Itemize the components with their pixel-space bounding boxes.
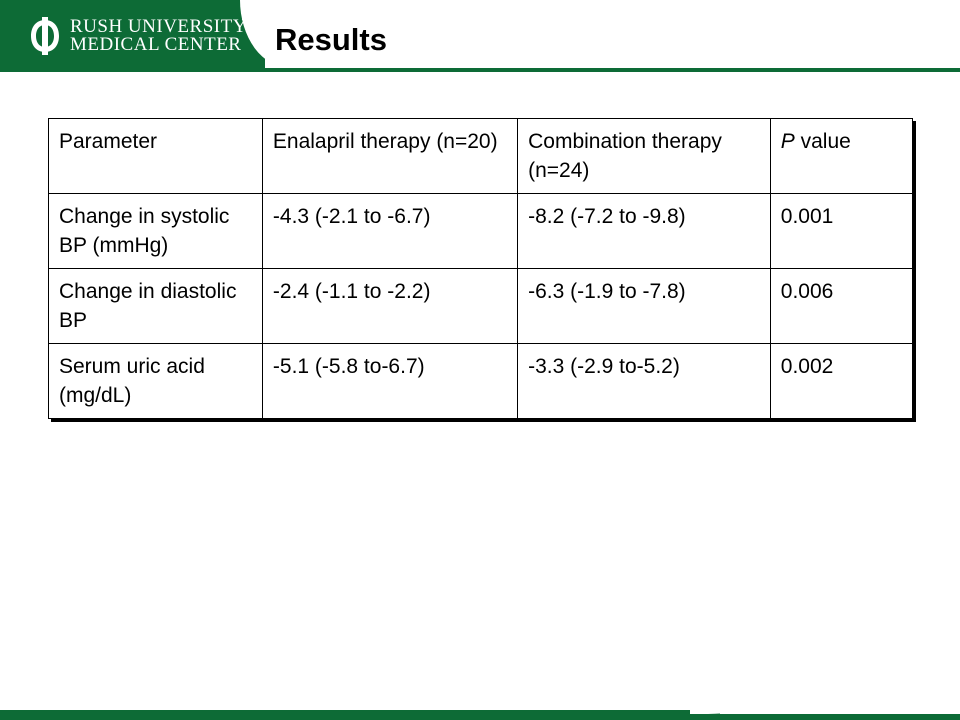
logo-line1: Rush University (70, 16, 247, 37)
logo: Rush University Medical Center (28, 14, 247, 58)
table-row: Serum uric acid (mg/dL) -5.1 (-5.8 to-6.… (48, 343, 914, 419)
footer-notch (690, 710, 740, 714)
header-p-rest: value (794, 130, 851, 153)
header-p-italic: P (780, 130, 795, 153)
cell-p-value: 0.006 (769, 268, 914, 344)
cell-parameter: Serum uric acid (mg/dL) (48, 343, 263, 419)
cell-combination: -3.3 (-2.9 to-5.2) (517, 343, 771, 419)
cell-p-value: 0.002 (769, 343, 914, 419)
cell-parameter: Change in systolic BP (mmHg) (48, 193, 263, 269)
rush-logo-icon (31, 17, 59, 55)
cell-combination: -8.2 (-7.2 to -9.8) (517, 193, 771, 269)
header-enalapril: Enalapril therapy (n=20) (261, 118, 519, 194)
table-row: Change in diastolic BP -2.4 (-1.1 to -2.… (48, 268, 914, 344)
table-row: Change in systolic BP (mmHg) -4.3 (-2.1 … (48, 193, 914, 269)
logo-line2: Medical Center (70, 34, 242, 55)
table-header-row: Parameter Enalapril therapy (n=20) Combi… (48, 118, 914, 194)
header-title-area (265, 0, 960, 68)
cell-parameter: Change in diastolic BP (48, 268, 263, 344)
footer-band (0, 710, 960, 720)
cell-enalapril: -4.3 (-2.1 to -6.7) (261, 193, 519, 269)
header-parameter: Parameter (48, 118, 263, 194)
cell-enalapril: -5.1 (-5.8 to-6.7) (261, 343, 519, 419)
footer-strip (720, 710, 960, 714)
cell-p-value: 0.001 (769, 193, 914, 269)
slide-title: Results (275, 22, 387, 57)
results-table: Parameter Enalapril therapy (n=20) Combi… (48, 118, 914, 419)
logo-text: Rush University Medical Center (70, 16, 247, 55)
cell-enalapril: -2.4 (-1.1 to -2.2) (261, 268, 519, 344)
header-band: Rush University Medical Center Results (0, 0, 960, 72)
cell-combination: -6.3 (-1.9 to -7.8) (517, 268, 771, 344)
header-p-value: P value (769, 118, 914, 194)
header-combination: Combination therapy (n=24) (517, 118, 771, 194)
